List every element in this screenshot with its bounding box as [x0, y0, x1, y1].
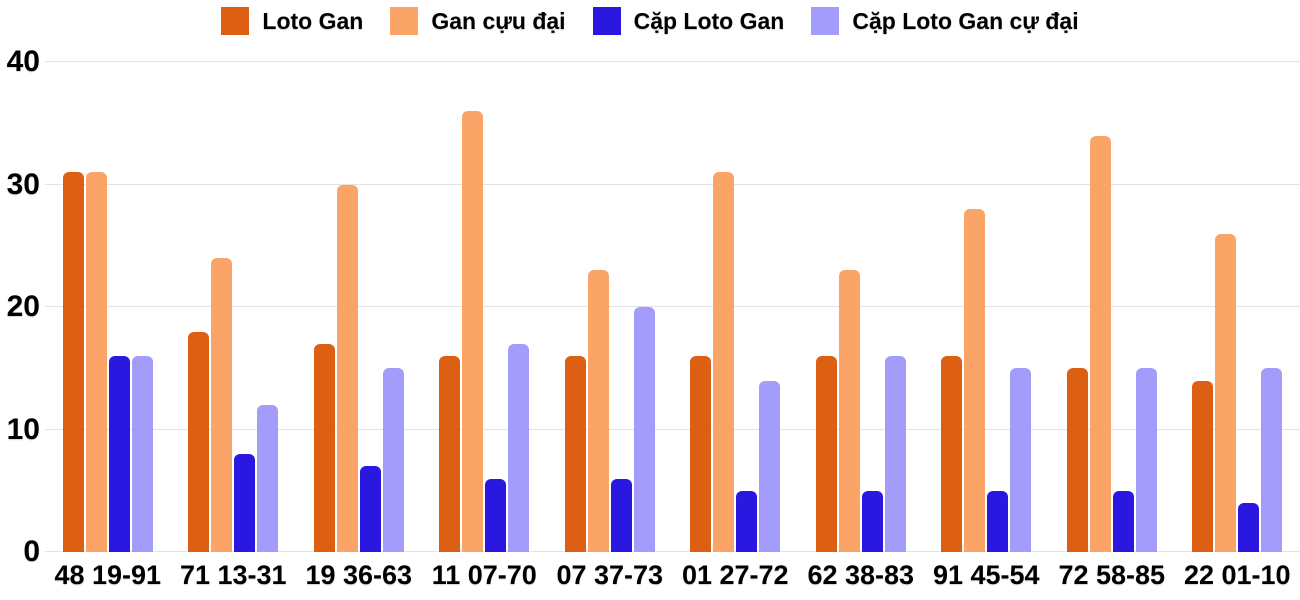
legend-item: Cặp Loto Gan cự đại — [811, 7, 1079, 35]
bar — [188, 331, 210, 552]
legend-label: Cặp Loto Gan cự đại — [852, 7, 1079, 34]
bar — [62, 172, 84, 552]
bar — [564, 356, 586, 552]
bar-group — [673, 62, 799, 552]
x-axis-category-label: 07 37-73 — [556, 560, 664, 590]
legend-item: Gan cựu đại — [390, 7, 566, 35]
bar — [964, 209, 986, 552]
x-axis-category-label: 48 19-91 — [54, 560, 162, 590]
bar — [884, 356, 906, 552]
gridline — [45, 183, 1300, 185]
bar — [336, 184, 358, 552]
y-axis-tick-label: 40 — [6, 45, 40, 78]
x-axis-category-label: 11 07-70 — [431, 560, 537, 590]
bar — [313, 343, 335, 552]
y-axis-tick-label: 0 — [23, 535, 40, 568]
bar — [508, 343, 530, 552]
bar-group — [798, 62, 924, 552]
bar-group — [1049, 62, 1175, 552]
x-axis-category-label: 91 45-54 — [932, 560, 1040, 590]
bar — [1135, 368, 1157, 552]
bar — [759, 380, 781, 552]
legend-swatch-icon — [390, 7, 419, 35]
x-axis-category-label: 72 58-85 — [1058, 560, 1166, 590]
y-axis-tick-label: 30 — [6, 167, 40, 201]
legend-swatch-icon — [811, 7, 840, 35]
x-axis-category-label: 22 01-10 — [1183, 560, 1291, 590]
legend-label: Cặp Loto Gan — [633, 7, 785, 34]
bar — [713, 172, 735, 552]
bar — [131, 356, 153, 552]
bar — [382, 368, 404, 552]
bar-group — [1175, 62, 1300, 552]
y-axis-tick-label: 10 — [6, 412, 40, 446]
bar-group — [422, 62, 548, 552]
bar — [861, 490, 883, 552]
bar — [633, 307, 655, 552]
x-axis-category-label: 19 36-63 — [305, 560, 413, 590]
bar — [1010, 368, 1032, 552]
bar-group — [924, 62, 1050, 552]
plot-area — [45, 61, 1300, 552]
bar — [462, 111, 484, 552]
bar — [257, 405, 279, 552]
gridline — [45, 306, 1300, 307]
bar — [1215, 233, 1237, 552]
bar — [1112, 490, 1134, 552]
x-axis-category-label: 62 38-83 — [807, 560, 915, 590]
chart-legend: Loto Gan Gan cựu đại Cặp Loto Gan Cặp Loto … — [0, 7, 1300, 35]
bar — [815, 356, 837, 552]
legend-swatch-icon — [221, 7, 250, 35]
bar — [439, 356, 461, 552]
gridline — [45, 551, 1300, 552]
bar-group — [296, 62, 422, 552]
gridline — [45, 61, 1300, 62]
legend-item: Cặp Loto Gan — [592, 7, 785, 35]
x-axis-labels: 48 19-91 71 13-31 19 36-63 11 07-70 07 37-73… — [45, 560, 1300, 591]
bar — [485, 478, 507, 552]
bar — [587, 270, 609, 552]
legend-label: Loto Gan — [262, 7, 364, 34]
bar-group — [547, 62, 673, 552]
bar-group — [171, 62, 297, 552]
bar-groups — [45, 62, 1300, 552]
bar — [1089, 135, 1111, 552]
x-axis-category-label: 01 27-72 — [681, 560, 789, 590]
legend-label: Gan cựu đại — [431, 7, 566, 34]
y-axis-tick-label: 20 — [6, 290, 40, 323]
bar — [736, 490, 758, 552]
bar — [941, 356, 963, 552]
bar — [987, 490, 1009, 552]
bar — [1238, 503, 1260, 552]
bar — [359, 466, 381, 552]
bar — [234, 454, 256, 552]
bar — [85, 172, 107, 552]
bar — [1261, 368, 1283, 552]
bar — [690, 356, 712, 552]
bar-group — [45, 62, 171, 552]
bar — [211, 258, 233, 552]
x-axis-category-label: 71 13-31 — [179, 560, 287, 590]
bar — [1192, 380, 1214, 552]
bar — [610, 478, 632, 552]
bar — [838, 270, 860, 552]
legend-swatch-icon — [592, 7, 621, 35]
bar — [108, 356, 130, 552]
legend-item: Loto Gan — [221, 7, 363, 35]
gridline — [45, 428, 1300, 430]
bar — [1066, 368, 1088, 552]
